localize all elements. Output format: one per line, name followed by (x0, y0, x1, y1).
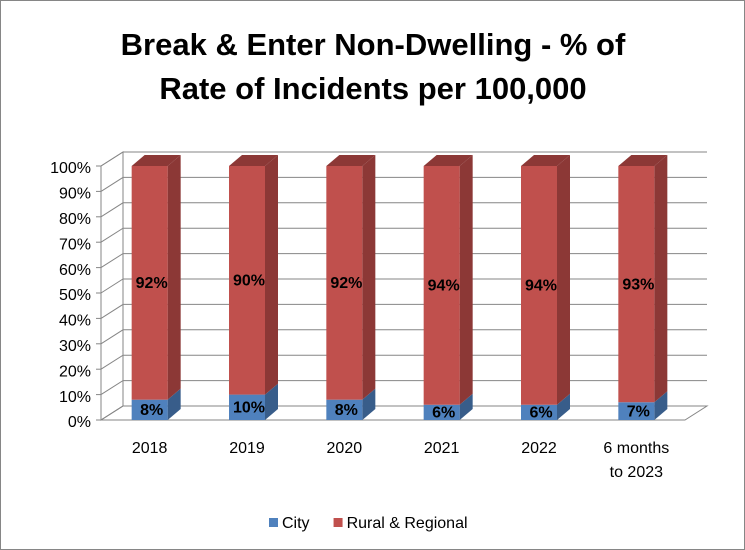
bar (423, 166, 460, 405)
legend-swatch (269, 518, 278, 527)
bar (131, 166, 168, 400)
y-tick-label: 100% (50, 160, 91, 177)
bar (229, 394, 265, 420)
bar-top (131, 155, 181, 166)
bar-side (459, 155, 473, 405)
bar-side (557, 393, 570, 420)
y-tick-label: 20% (59, 363, 91, 380)
bar (326, 166, 363, 400)
bar-side (654, 155, 668, 403)
data-label: 94% (428, 278, 460, 295)
data-label: 94% (525, 278, 557, 295)
bar (618, 402, 655, 420)
grid-line (100, 329, 707, 345)
bar-side (167, 388, 181, 420)
x-tick-label: 2020 (326, 440, 363, 457)
y-tick-label: 80% (59, 211, 91, 228)
y-tick-label: 50% (59, 287, 91, 304)
y-tick-label: 40% (59, 313, 91, 330)
x-tick-label: 2022 (521, 440, 557, 457)
grid-line (100, 202, 707, 218)
data-label: 10% (233, 400, 265, 417)
data-label: 90% (233, 273, 265, 290)
grid-line (100, 176, 707, 192)
bar-side (459, 393, 473, 420)
bar (326, 399, 363, 420)
grid-line (100, 405, 707, 421)
grid-line (100, 303, 707, 319)
bar-top (521, 155, 570, 166)
data-label: 8% (140, 402, 163, 419)
legend-label: Rural & Regional (347, 515, 468, 532)
bar (131, 399, 168, 420)
legend-label: City (282, 515, 310, 532)
y-tick-label: 70% (59, 236, 91, 253)
bar-side (265, 383, 278, 420)
grid-line (100, 380, 707, 396)
bar-top (229, 155, 278, 166)
grid-line (100, 151, 707, 167)
grid-line (100, 278, 707, 294)
grid-line (100, 227, 707, 243)
bar-side (654, 391, 668, 420)
x-tick-label: 2019 (229, 440, 265, 457)
legend-swatch (333, 518, 343, 527)
bar (521, 166, 557, 405)
data-label: 6% (432, 405, 455, 422)
bar-top (326, 155, 376, 166)
x-tick-label: 2018 (131, 440, 168, 457)
bar (229, 166, 265, 395)
bar-top (423, 155, 473, 166)
bar (521, 404, 557, 420)
bar-side (265, 155, 278, 395)
data-label: 92% (330, 275, 362, 292)
grid-line (100, 253, 707, 269)
data-label: 7% (627, 403, 650, 420)
x-tick-label: 2021 (423, 440, 460, 457)
y-tick-label: 30% (59, 338, 91, 355)
y-tick-label: 10% (59, 389, 91, 406)
floor (99, 405, 709, 421)
data-label: 93% (622, 276, 654, 293)
bar-side (362, 155, 376, 400)
y-tick-label: 90% (59, 186, 91, 203)
bar-side (557, 155, 570, 405)
bar (423, 404, 460, 420)
data-label: 6% (529, 405, 552, 422)
data-label: 92% (136, 275, 168, 292)
bar-side (362, 388, 376, 420)
grid-line (100, 354, 707, 370)
bar (618, 166, 655, 403)
bar-side (167, 155, 181, 400)
y-tick-label: 60% (59, 262, 91, 279)
y-tick-label: 0% (68, 414, 91, 431)
data-label: 8% (335, 402, 358, 419)
chart-title: Break & Enter Non-Dwelling - % of Rate o… (120, 27, 626, 106)
x-tick-label: 6 months to 2023 (603, 440, 670, 481)
bar-top (618, 155, 668, 166)
